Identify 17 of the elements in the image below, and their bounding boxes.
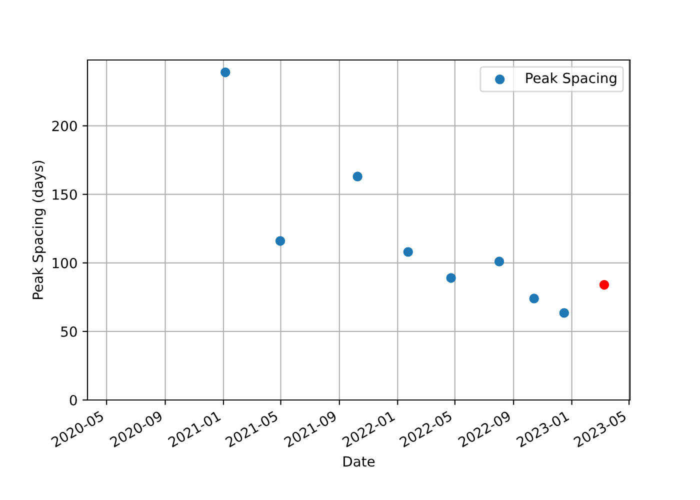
x-axis-title: Date: [344, 456, 375, 467]
y-axis-title: Peak Spacing (days): [32, 160, 46, 299]
point: [220, 67, 230, 78]
legend-label: Peak Spacing: [526, 72, 616, 86]
point: [446, 273, 456, 283]
point: [494, 256, 504, 266]
y-tick-label: 0: [70, 394, 77, 406]
point: [559, 308, 570, 318]
y-tick-label: 100: [52, 258, 77, 268]
point: [352, 172, 362, 182]
y-tick-label: 150: [52, 189, 77, 200]
point: [275, 236, 286, 246]
y-tick-label: 200: [52, 120, 77, 132]
point: [403, 247, 413, 257]
y-tick-label: 50: [61, 326, 77, 337]
point: [529, 294, 539, 304]
point: [599, 280, 610, 290]
